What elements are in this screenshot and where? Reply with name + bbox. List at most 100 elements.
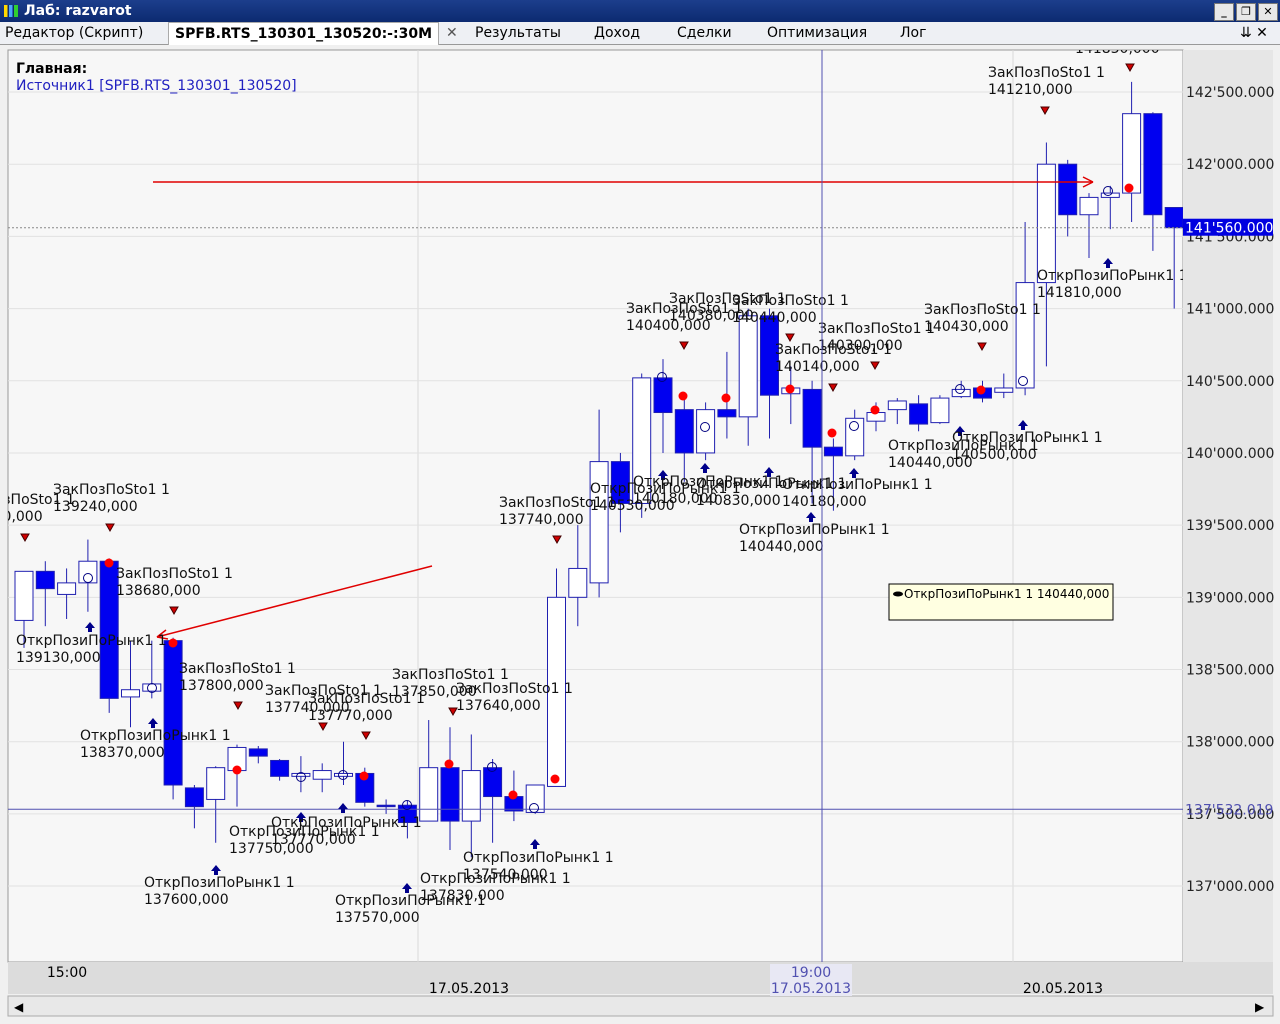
crosshair-time: 19:00	[791, 965, 831, 981]
trade-annotation: ОткрПозиПоРынк1 1	[590, 481, 741, 497]
x-tick-label: 17.05.2013	[429, 981, 509, 997]
trade-annotation: 137770,000	[271, 832, 356, 848]
candle-body	[994, 387, 1014, 393]
trade-annotation: ЗакПозПоSto1 1	[265, 683, 382, 699]
exit-dot	[785, 384, 795, 394]
tab[interactable]: Оптимизация	[767, 25, 868, 41]
buy-arrow	[700, 463, 710, 473]
candle-body	[419, 767, 439, 822]
tab-menu[interactable]: ⇊ ✕	[1240, 25, 1268, 41]
candle-body	[270, 759, 290, 777]
buy-arrow	[806, 512, 816, 522]
trade-annotation: ЗакПозПоSto1 1	[179, 661, 296, 677]
candle-body	[909, 403, 929, 425]
trade-annotation: ОткрПозиПоРынк1 1	[80, 728, 231, 744]
tab-close[interactable]: ✕	[446, 25, 458, 41]
candle-body	[78, 560, 98, 584]
arrow-head	[156, 629, 169, 640]
panel-source: Источник1 [SPFB.RTS_130301_130520]	[16, 78, 297, 94]
entry-circle	[487, 762, 497, 772]
candle-body	[845, 417, 865, 457]
close-button[interactable]: ✕	[1258, 3, 1278, 21]
y-tick-label: 137'000.000	[1186, 879, 1274, 895]
entry-circle	[338, 770, 348, 780]
candle-body	[1036, 163, 1056, 284]
y-tick-label: 139'500.000	[1186, 518, 1274, 534]
trade-annotation: 141210,000	[988, 82, 1073, 98]
y-tick-label: 140'000.000	[1186, 446, 1274, 462]
trade-annotation: 138370,000	[80, 745, 165, 761]
exit-dot	[550, 774, 560, 784]
sell-triangle	[1125, 63, 1135, 73]
tooltip-box	[888, 583, 1114, 621]
trade-annotation: 137740,000	[499, 512, 584, 528]
candle-body	[206, 767, 226, 800]
crosshair-label: 137'532.019	[1185, 802, 1273, 818]
candle-body	[483, 767, 503, 798]
exit-dot	[1124, 183, 1134, 193]
crosshair-date: 17.05.2013	[771, 981, 851, 997]
entry-circle	[700, 422, 710, 432]
candle-body	[1143, 113, 1163, 216]
trade-annotation: ЗакПозПоSto1 1	[988, 65, 1105, 81]
exit-dot	[508, 790, 518, 800]
trade-annotation: 137540,000	[463, 867, 548, 883]
trade-annotation: 140140,000	[775, 359, 860, 375]
sell-triangle	[828, 383, 838, 393]
exit-dot	[976, 385, 986, 395]
maximize-button[interactable]: ❐	[1236, 3, 1256, 21]
y-tick-label: 138'000.000	[1186, 735, 1274, 751]
exit-dot	[104, 558, 114, 568]
tab[interactable]: Результаты	[475, 25, 561, 41]
entry-circle	[296, 772, 306, 782]
candle-body	[823, 446, 843, 457]
trade-annotation: ЗакПозПоSto1 1	[0, 492, 75, 508]
y-tick-label: 138'500.000	[1186, 663, 1274, 679]
candle-body	[717, 409, 737, 418]
trade-annotation: 140300,000	[818, 338, 903, 354]
minimize-button[interactable]: _	[1214, 3, 1234, 21]
tab[interactable]: Лог	[900, 25, 927, 41]
candle-body	[525, 784, 545, 813]
trade-annotation: ОткрПозиПоРынк1 1	[782, 477, 933, 493]
panel-title: Главная:	[16, 61, 87, 77]
trade-annotation: ЗакПозПоSto1 1	[732, 293, 849, 309]
tab[interactable]: Редактор (Скрипт)	[5, 25, 144, 41]
y-tick-label: 142'500.000	[1186, 85, 1274, 101]
entry-circle	[402, 800, 412, 810]
trade-annotation: 139130,000	[16, 650, 101, 666]
exit-dot	[359, 771, 369, 781]
scrollbar[interactable]	[7, 995, 1274, 1017]
tab-active[interactable]: SPFB.RTS_130301_130520:-:30M	[168, 22, 439, 45]
sell-triangle	[448, 707, 458, 717]
trade-annotation: ЗакПозПоSto1 1	[456, 681, 573, 697]
candle-body	[121, 689, 140, 698]
trade-annotation: 139240,000	[53, 499, 138, 515]
current-price-label: 141'560.000	[1185, 221, 1273, 237]
trade-annotation: 140180,000	[782, 494, 867, 510]
trade-annotation: ЗакПозПоSto1 1	[818, 321, 935, 337]
tab[interactable]: Сделки	[677, 25, 732, 41]
buy-arrow	[85, 622, 95, 632]
time-axis	[8, 962, 1273, 994]
trade-annotation: ЗакПозПоSto1 1	[669, 291, 786, 307]
candle-body	[1058, 163, 1078, 216]
trade-annotation: 137850,000	[392, 684, 477, 700]
tab[interactable]: Доход	[594, 25, 641, 41]
trade-annotation: ОткрПозиПоРынк1 1	[739, 522, 890, 538]
buy-arrow	[658, 470, 668, 480]
candle-body	[440, 767, 460, 822]
candle-body	[1122, 113, 1142, 194]
sell-triangle	[679, 341, 689, 351]
scroll-right[interactable]: ▶	[1255, 1000, 1265, 1014]
trade-annotation: ОткрПозиПоРынк1 1	[633, 474, 784, 490]
sell-triangle	[977, 342, 987, 352]
exit-dot	[168, 638, 178, 648]
candle-body	[653, 377, 673, 414]
x-tick-label: 15:00	[47, 965, 87, 981]
scroll-left[interactable]: ◀	[14, 1000, 24, 1014]
buy-arrow	[211, 865, 221, 875]
trade-annotation: ЗакПозПоSto1 1	[924, 302, 1041, 318]
exit-dot	[678, 391, 688, 401]
trade-annotation: ЗакПозПоSto1 1	[499, 495, 616, 511]
